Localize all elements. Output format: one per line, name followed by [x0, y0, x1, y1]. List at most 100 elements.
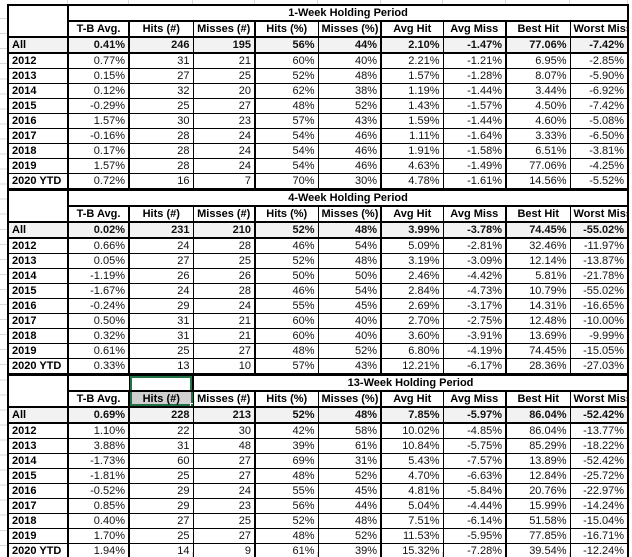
data-cell[interactable]: 57% — [255, 113, 319, 129]
row-label[interactable]: 2018 — [8, 513, 69, 529]
data-cell[interactable]: -1.28% — [443, 68, 507, 84]
data-cell[interactable]: -1.44% — [443, 113, 507, 129]
data-cell[interactable]: -21.78% — [570, 268, 629, 284]
row-label[interactable]: 2016 — [8, 113, 69, 129]
data-cell[interactable]: 45% — [318, 298, 382, 314]
data-cell[interactable]: -27.03% — [570, 358, 629, 375]
row-label[interactable]: 2014 — [8, 83, 69, 99]
data-cell[interactable]: 51.58% — [506, 513, 571, 529]
data-cell[interactable]: 0.50% — [68, 313, 130, 329]
data-cell[interactable]: -1.67% — [68, 283, 130, 299]
data-cell[interactable]: 3.33% — [506, 128, 571, 144]
data-cell[interactable]: -1.49% — [443, 158, 507, 174]
data-cell[interactable]: -15.05% — [570, 343, 629, 359]
corner-cell[interactable] — [8, 5, 69, 38]
column-header[interactable]: Hits (#) — [129, 391, 194, 408]
data-cell[interactable]: -4.85% — [443, 423, 507, 439]
data-cell[interactable]: 25 — [193, 253, 256, 269]
data-cell[interactable]: 48% — [318, 253, 382, 269]
data-cell[interactable]: 1.57% — [381, 68, 444, 84]
data-cell[interactable]: -5.08% — [570, 113, 629, 129]
data-cell[interactable]: 0.32% — [68, 328, 130, 344]
data-cell[interactable]: -2.75% — [443, 313, 507, 329]
data-cell[interactable]: 5.09% — [381, 238, 444, 254]
data-cell[interactable]: 15.99% — [506, 498, 571, 514]
row-label[interactable]: 2013 — [8, 253, 69, 269]
data-cell[interactable]: -3.78% — [443, 222, 507, 239]
column-header[interactable]: Avg Hit — [381, 391, 444, 408]
data-cell[interactable]: 48% — [255, 343, 319, 359]
column-header[interactable]: Misses (#) — [193, 21, 256, 38]
data-cell[interactable]: 77.85% — [506, 528, 571, 544]
data-cell[interactable]: 0.77% — [68, 53, 130, 69]
data-cell[interactable]: 14 — [129, 543, 194, 557]
data-cell[interactable]: 52% — [255, 222, 319, 239]
data-cell[interactable]: 77.06% — [506, 158, 571, 174]
data-cell[interactable]: 48% — [255, 98, 319, 114]
table-title[interactable]: 4-Week Holding Period — [68, 190, 629, 207]
data-cell[interactable]: 2.10% — [381, 37, 444, 54]
row-label[interactable]: 2018 — [8, 143, 69, 159]
data-cell[interactable]: 74.45% — [506, 222, 571, 239]
row-label[interactable]: 2019 — [8, 158, 69, 174]
row-label[interactable]: 2017 — [8, 313, 69, 329]
data-cell[interactable]: 42% — [255, 423, 319, 439]
data-cell[interactable]: 31 — [129, 438, 194, 454]
data-cell[interactable]: -1.44% — [443, 83, 507, 99]
data-cell[interactable]: -52.42% — [570, 453, 629, 469]
data-cell[interactable]: 0.33% — [68, 358, 130, 375]
data-cell[interactable]: 24 — [193, 128, 256, 144]
data-cell[interactable]: 39.54% — [506, 543, 571, 557]
data-cell[interactable]: 55% — [255, 483, 319, 499]
data-cell[interactable]: 24 — [193, 158, 256, 174]
data-cell[interactable]: -1.47% — [443, 37, 507, 54]
data-cell[interactable]: -3.09% — [443, 253, 507, 269]
data-cell[interactable]: 0.15% — [68, 68, 130, 84]
data-cell[interactable]: 61% — [255, 543, 319, 557]
column-header[interactable]: Avg Miss — [443, 21, 507, 38]
data-cell[interactable]: 61% — [318, 438, 382, 454]
data-cell[interactable]: -2.81% — [443, 238, 507, 254]
data-cell[interactable]: 20.76% — [506, 483, 571, 499]
data-cell[interactable]: 57% — [255, 358, 319, 375]
data-cell[interactable]: -4.42% — [443, 268, 507, 284]
data-cell[interactable]: 48% — [318, 222, 382, 239]
data-cell[interactable]: 50% — [318, 268, 382, 284]
data-cell[interactable]: 60% — [255, 53, 319, 69]
data-cell[interactable]: -1.57% — [443, 98, 507, 114]
data-cell[interactable]: -3.91% — [443, 328, 507, 344]
column-header[interactable]: Misses (%) — [318, 21, 382, 38]
data-cell[interactable]: 25 — [129, 468, 194, 484]
data-cell[interactable]: 40% — [318, 328, 382, 344]
row-label[interactable]: 2012 — [8, 53, 69, 69]
data-cell[interactable]: 38% — [318, 83, 382, 99]
data-cell[interactable]: -52.42% — [570, 407, 629, 424]
data-cell[interactable]: 27 — [129, 513, 194, 529]
row-label[interactable]: 2019 — [8, 528, 69, 544]
data-cell[interactable]: -16.65% — [570, 298, 629, 314]
data-cell[interactable]: 86.04% — [506, 423, 571, 439]
table-title[interactable]: 13-Week Holding Period — [193, 375, 629, 392]
data-cell[interactable]: 29 — [129, 483, 194, 499]
data-cell[interactable]: -5.90% — [570, 68, 629, 84]
data-cell[interactable]: 0.02% — [68, 222, 130, 239]
data-cell[interactable]: -0.52% — [68, 483, 130, 499]
data-cell[interactable]: -6.92% — [570, 83, 629, 99]
data-cell[interactable]: -10.00% — [570, 313, 629, 329]
data-cell[interactable]: 0.12% — [68, 83, 130, 99]
data-cell[interactable]: 26 — [193, 268, 256, 284]
data-cell[interactable]: 54% — [318, 283, 382, 299]
data-cell[interactable]: 44% — [318, 37, 382, 54]
data-cell[interactable]: 54% — [255, 143, 319, 159]
row-label[interactable]: 2016 — [8, 298, 69, 314]
data-cell[interactable]: 52% — [318, 98, 382, 114]
row-label[interactable]: 2013 — [8, 438, 69, 454]
data-cell[interactable]: 46% — [318, 143, 382, 159]
fill-handle[interactable] — [189, 403, 192, 405]
data-cell[interactable]: 26 — [129, 268, 194, 284]
data-cell[interactable]: -6.50% — [570, 128, 629, 144]
data-cell[interactable]: 7.85% — [381, 407, 444, 424]
data-cell[interactable]: 12.48% — [506, 313, 571, 329]
data-cell[interactable]: 25 — [129, 98, 194, 114]
data-cell[interactable]: 10 — [193, 358, 256, 375]
